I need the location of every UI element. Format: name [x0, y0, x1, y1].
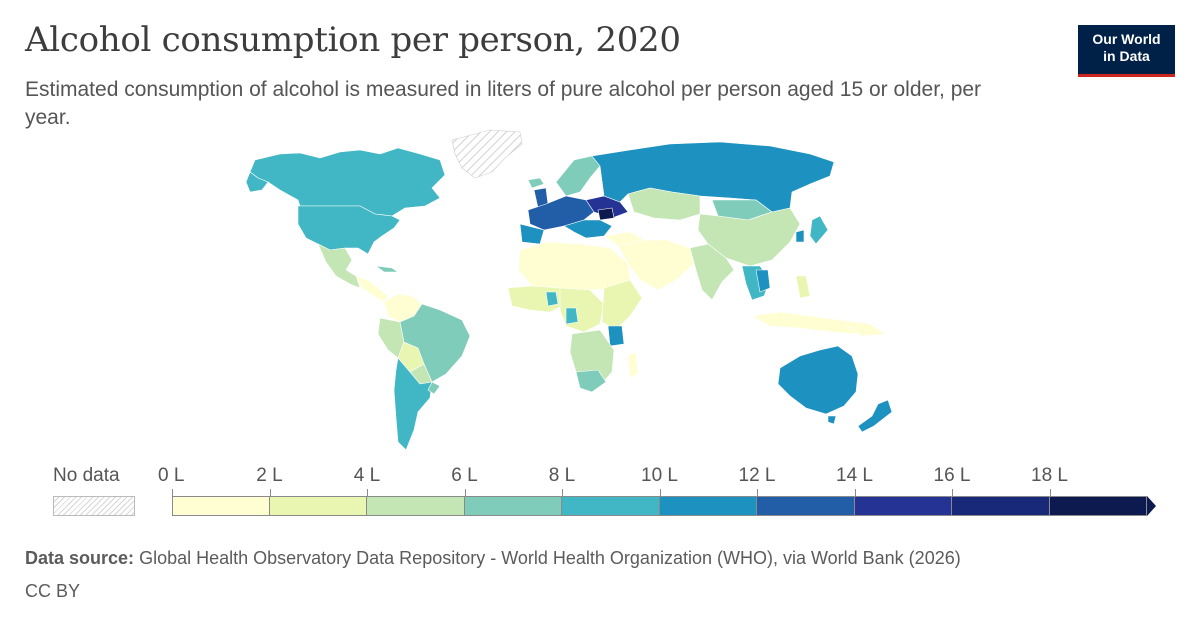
legend-bin-9[interactable]	[1049, 496, 1147, 516]
cuba[interactable]	[375, 265, 399, 273]
legend-tick-mark	[659, 489, 661, 497]
legend-bin-6[interactable]	[757, 496, 855, 516]
logo-line-1: Our World	[1092, 31, 1161, 47]
philippines[interactable]	[795, 275, 811, 299]
legend-bin-4[interactable]	[562, 496, 660, 516]
legend-tick-label: 0 L	[158, 465, 185, 486]
legend-tick-label: 4 L	[353, 465, 381, 486]
legend-tick-label: 2 L	[256, 465, 283, 486]
chart-title: Alcohol consumption per person, 2020	[25, 20, 681, 60]
legend-tick-mark	[562, 489, 563, 497]
australia[interactable]	[777, 345, 859, 415]
legend-bin-0[interactable]	[172, 496, 270, 516]
legend-tick-mark	[1049, 489, 1051, 497]
legend-tick-mark	[367, 489, 368, 497]
legend-tick-mark	[757, 489, 758, 497]
middle-east[interactable]	[617, 239, 695, 291]
legend-tick-label: 8 L	[548, 465, 576, 486]
legend-bin-3[interactable]	[464, 496, 562, 516]
legend-tick-label: 12 L	[738, 465, 776, 486]
license[interactable]: CC BY	[25, 581, 81, 601]
data-source: Data source: Global Health Observatory D…	[25, 548, 961, 569]
canada[interactable]	[249, 147, 446, 217]
owid-logo[interactable]: Our World in Data	[1078, 25, 1175, 77]
iceland[interactable]	[527, 177, 545, 189]
western-europe[interactable]	[527, 195, 595, 231]
new-zealand[interactable]	[857, 399, 893, 433]
japan[interactable]	[809, 215, 829, 245]
legend-arrow-icon	[1147, 496, 1156, 516]
tasmania[interactable]	[827, 415, 837, 425]
legend-bin-1[interactable]	[269, 496, 367, 516]
legend-bin-5[interactable]	[659, 496, 757, 516]
greenland[interactable]	[451, 129, 523, 179]
data-source-text[interactable]: Global Health Observatory Data Repositor…	[139, 548, 961, 568]
mexico[interactable]	[317, 243, 361, 289]
logo-line-2: in Data	[1103, 48, 1150, 64]
romania[interactable]	[597, 207, 615, 221]
argentina[interactable]	[393, 357, 433, 451]
india[interactable]	[689, 243, 735, 301]
legend-tick-mark	[952, 489, 953, 497]
united-states[interactable]	[297, 205, 401, 255]
legend-tick-mark	[269, 489, 271, 497]
brazil[interactable]	[399, 303, 471, 383]
legend-no-data-swatch[interactable]	[53, 496, 135, 516]
north-africa[interactable]	[517, 241, 631, 291]
legend-tick-mark	[854, 489, 856, 497]
world-map[interactable]	[0, 120, 1200, 460]
legend-tick-label: 18 L	[1031, 465, 1068, 486]
vietnam[interactable]	[755, 269, 771, 293]
korea[interactable]	[795, 229, 805, 243]
nigeria[interactable]	[545, 291, 559, 307]
legend-bin-2[interactable]	[367, 496, 465, 516]
southern-europe[interactable]	[563, 219, 613, 239]
tanzania[interactable]	[607, 325, 625, 347]
central-america[interactable]	[355, 275, 389, 303]
chart-subtitle: Estimated consumption of alcohol is meas…	[25, 78, 982, 129]
legend-tick-label: 6 L	[451, 465, 478, 486]
legend-tick-mark	[464, 489, 466, 497]
legend-tick-label: 16 L	[933, 465, 971, 486]
legend-tick-mark	[172, 489, 173, 497]
madagascar[interactable]	[627, 351, 639, 379]
legend-bin-8[interactable]	[952, 496, 1050, 516]
south-africa[interactable]	[575, 369, 607, 393]
uruguay[interactable]	[427, 381, 441, 395]
cameroon[interactable]	[565, 307, 579, 325]
east-africa[interactable]	[601, 279, 643, 331]
papua-new-guinea[interactable]	[839, 319, 887, 337]
legend-bin-7[interactable]	[854, 496, 952, 516]
data-source-label: Data source:	[25, 548, 135, 568]
legend-tick-label: 14 L	[836, 465, 873, 486]
legend-no-data-label: No data	[53, 465, 120, 486]
alaska[interactable]	[245, 171, 269, 193]
scandinavia[interactable]	[555, 155, 601, 197]
legend-tick-label: 10 L	[641, 465, 678, 486]
